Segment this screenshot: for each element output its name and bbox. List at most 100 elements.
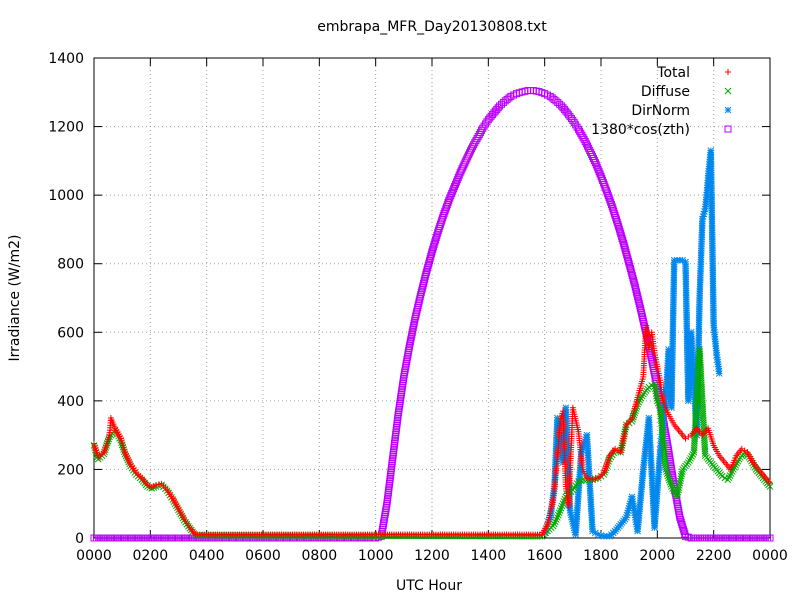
x-tick-label: 0000 (76, 548, 112, 564)
data-point (677, 518, 685, 526)
legend: Total Diffuse DirNorm 1380*cos(zth) (591, 65, 732, 138)
data-point (582, 140, 590, 148)
y-tick-label: 0 (75, 531, 84, 547)
data-point (665, 474, 672, 482)
data-point (623, 253, 631, 261)
data-point (767, 480, 773, 487)
data-point (444, 198, 452, 206)
data-point (610, 209, 618, 217)
data-point (689, 450, 697, 458)
legend-marker (724, 87, 732, 95)
data-point (684, 459, 692, 466)
data-point (424, 261, 432, 269)
data-point (663, 470, 671, 478)
data-point (418, 286, 426, 294)
data-point (414, 304, 422, 312)
tick-labels: 0000 0200 0400 0600 0800 1000 1200 1400 1600 1800… (48, 51, 787, 564)
data-point (687, 455, 694, 462)
data-point (152, 481, 159, 488)
data-point (591, 159, 599, 167)
data-point (638, 313, 646, 321)
data-point (619, 237, 627, 245)
data-point (549, 522, 557, 530)
data-point (616, 227, 624, 235)
x-tick-label: 0400 (189, 548, 225, 564)
data-point (448, 189, 456, 197)
data-point (638, 392, 646, 400)
data-point (425, 259, 433, 267)
data-point (678, 468, 686, 476)
data-point (618, 234, 626, 242)
data-point (607, 198, 615, 206)
data-point (443, 201, 451, 209)
data-point (421, 273, 429, 281)
data-point (604, 192, 612, 200)
series-0 (91, 322, 773, 538)
data-point (725, 474, 733, 482)
data-point (621, 244, 629, 252)
data-point (433, 231, 441, 239)
data-point (679, 523, 687, 531)
x-tick-label: 1600 (527, 548, 563, 564)
data-point (592, 475, 599, 482)
data-point (609, 205, 617, 213)
data-point (686, 457, 693, 464)
data-point (432, 234, 440, 242)
data-point (418, 284, 426, 292)
data-point (630, 413, 637, 421)
data-point (429, 245, 437, 253)
data-point (552, 516, 560, 523)
data-point (631, 283, 639, 291)
x-tick-label: 2000 (640, 548, 676, 564)
data-point (415, 297, 423, 305)
x-tick-label: 0800 (302, 548, 338, 564)
y-tick-label: 400 (57, 394, 84, 410)
data-point (558, 502, 566, 510)
y-axis-label: Irradiance (W/m2) (7, 235, 23, 362)
data-point (678, 521, 686, 528)
legend-label: DirNorm (631, 103, 690, 119)
data-point (606, 196, 614, 204)
data-point (476, 128, 484, 136)
data-point (653, 397, 661, 405)
y-tick-label: 1000 (48, 188, 84, 204)
data-point (734, 457, 742, 465)
data-point (431, 238, 439, 246)
x-tick-label: 1400 (471, 548, 507, 564)
data-point (715, 370, 723, 377)
data-point (580, 135, 588, 143)
data-point (439, 214, 447, 222)
x-tick-label: 0000 (752, 548, 788, 564)
data-point (417, 291, 425, 299)
data-point (664, 472, 672, 480)
data-point (427, 250, 435, 258)
data-point (627, 267, 635, 275)
data-point (621, 246, 629, 254)
data-point (603, 189, 611, 197)
data-point (451, 180, 459, 188)
data-point (422, 268, 430, 276)
data-point (454, 173, 462, 181)
data-point (592, 161, 600, 169)
data-point (420, 279, 428, 287)
data-point (662, 466, 670, 473)
x-tick-label: 0600 (245, 548, 281, 564)
data-point (630, 276, 638, 284)
y-tick-label: 1200 (48, 120, 84, 136)
series-2 (541, 147, 723, 540)
legend-label: Diffuse (641, 84, 690, 100)
data-point (612, 214, 620, 222)
data-point (428, 248, 436, 256)
data-point (412, 310, 420, 318)
data-point (424, 264, 432, 272)
data-point (676, 513, 684, 521)
data-point (633, 290, 641, 298)
data-point (553, 514, 561, 521)
data-point (423, 266, 431, 274)
data-point (623, 251, 631, 259)
data-point (594, 165, 602, 173)
data-point (727, 470, 735, 477)
data-point (666, 478, 674, 486)
data-point (426, 255, 434, 263)
